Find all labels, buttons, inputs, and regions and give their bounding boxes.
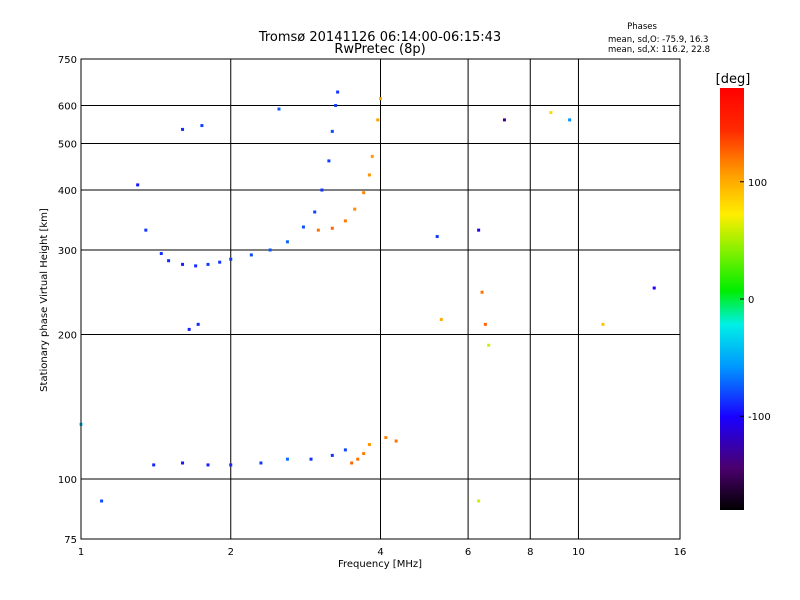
x-tick-label: 10	[572, 547, 585, 558]
data-point	[285, 457, 289, 461]
data-point	[652, 286, 656, 290]
data-point	[181, 127, 185, 131]
data-point	[568, 118, 572, 122]
y-tick-label: 500	[58, 140, 77, 151]
y-tick-label: 75	[64, 535, 77, 546]
data-point	[229, 257, 233, 261]
data-point	[370, 154, 374, 158]
data-point	[194, 264, 198, 268]
x-axis-ticks: 1 2 4 6 8 10 16	[78, 547, 687, 558]
x-tick-label: 4	[377, 547, 383, 558]
data-point	[206, 262, 210, 266]
data-point	[353, 207, 357, 211]
data-point	[439, 317, 443, 321]
data-point	[477, 499, 481, 503]
data-point	[187, 327, 191, 331]
data-point	[367, 443, 371, 447]
chart-title: Tromsø 20141126 06:14:00-06:15:43	[258, 30, 501, 45]
data-point	[285, 240, 289, 244]
data-point	[394, 439, 398, 443]
y-tick-label: 600	[58, 102, 77, 113]
data-point	[259, 461, 263, 465]
data-points	[79, 90, 656, 503]
data-point	[100, 499, 104, 503]
data-point	[218, 260, 222, 264]
data-point	[313, 210, 317, 214]
data-point	[277, 107, 281, 111]
data-point	[167, 259, 171, 263]
data-point	[362, 191, 366, 195]
data-point	[334, 104, 338, 108]
colorbar-label: [deg]	[716, 72, 751, 87]
data-point	[384, 436, 388, 440]
data-point	[480, 290, 484, 294]
data-point	[206, 463, 210, 467]
data-point	[362, 452, 366, 456]
data-point	[487, 343, 491, 347]
phases-x-stats: mean, sd,X: 116.2, 22.8	[608, 45, 710, 55]
chart-subtitle: RwPretec (8p)	[334, 42, 425, 57]
y-axis-ticks: 75 100 200 300 400 500 600 750	[58, 55, 77, 546]
data-point	[376, 118, 380, 122]
y-axis-label: Stationary phase Virtual Height [km]	[39, 208, 50, 392]
data-point	[268, 248, 272, 252]
data-point	[196, 322, 200, 326]
y-tick-label: 750	[58, 55, 77, 66]
data-point	[327, 159, 331, 163]
data-point	[336, 90, 340, 94]
data-point	[330, 129, 334, 133]
y-tick-label: 400	[58, 186, 77, 197]
data-point	[502, 118, 506, 122]
data-point	[483, 322, 487, 326]
data-point	[435, 235, 439, 239]
x-tick-label: 6	[465, 547, 471, 558]
data-point	[301, 225, 305, 229]
data-point	[356, 457, 360, 461]
data-point	[379, 97, 382, 101]
data-point	[200, 124, 204, 128]
data-point	[309, 457, 313, 461]
data-point	[477, 228, 481, 232]
data-point	[549, 111, 553, 115]
data-point	[316, 228, 320, 232]
data-point	[144, 228, 148, 232]
colorbar-tick-label: 0	[748, 295, 754, 306]
data-point	[159, 252, 163, 256]
data-point	[249, 253, 253, 257]
data-point	[181, 262, 185, 266]
data-point	[367, 173, 371, 177]
y-tick-label: 300	[58, 246, 77, 257]
data-point	[350, 461, 354, 465]
y-tick-label: 200	[58, 331, 77, 342]
phases-o-stats: mean, sd,O: -75.9, 16.3	[608, 35, 708, 45]
data-point	[601, 322, 605, 326]
grid-lines	[81, 59, 680, 539]
data-point	[330, 453, 334, 457]
data-point	[181, 461, 185, 465]
colorbar-tick-label: 100	[748, 178, 767, 189]
data-point	[152, 463, 156, 467]
data-point	[320, 188, 324, 192]
phases-title: Phases	[627, 22, 657, 32]
x-tick-label: 2	[228, 547, 234, 558]
colorbar-tick-label: -100	[748, 412, 771, 423]
x-axis-label: Frequency [MHz]	[338, 559, 422, 570]
plot-frame	[80, 58, 681, 540]
data-point	[343, 219, 347, 223]
y-tick-label: 100	[58, 475, 77, 486]
data-point	[330, 226, 334, 230]
data-point	[343, 448, 347, 452]
x-tick-label: 16	[674, 547, 687, 558]
x-tick-label: 1	[78, 547, 84, 558]
data-point	[136, 183, 140, 187]
x-tick-label: 8	[527, 547, 533, 558]
data-point	[229, 463, 233, 467]
colorbar-ticks: -100 0 100	[740, 178, 771, 423]
